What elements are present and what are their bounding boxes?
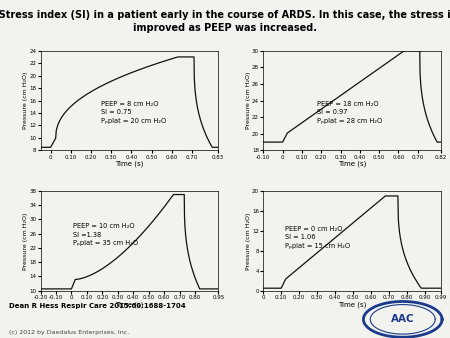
Text: PEEP = 0 cm H₂O
SI = 1.06
Pₚplat = 15 cm H₂O: PEEP = 0 cm H₂O SI = 1.06 Pₚplat = 15 cm… (285, 226, 350, 249)
Y-axis label: Pressure (cm H₂O): Pressure (cm H₂O) (246, 72, 251, 129)
Text: (c) 2012 by Daedalus Enterprises, Inc.: (c) 2012 by Daedalus Enterprises, Inc. (9, 330, 129, 335)
Y-axis label: Pressure (cm H₂O): Pressure (cm H₂O) (23, 72, 28, 129)
Text: Top: Stress index (SI) in a patient early in the course of ARDS. In this case, t: Top: Stress index (SI) in a patient earl… (0, 10, 450, 33)
Text: PEEP = 8 cm H₂O
SI = 0.75
Pₚplat = 20 cm H₂O: PEEP = 8 cm H₂O SI = 0.75 Pₚplat = 20 cm… (101, 101, 166, 124)
Y-axis label: Pressure (cm H₂O): Pressure (cm H₂O) (246, 212, 251, 269)
Text: Dean R Hess Respir Care 2015;60:1688-1704: Dean R Hess Respir Care 2015;60:1688-170… (9, 303, 186, 309)
Text: AAC: AAC (391, 314, 414, 324)
Y-axis label: Pressure (cm H₂O): Pressure (cm H₂O) (23, 212, 28, 269)
X-axis label: Time (s): Time (s) (115, 301, 144, 308)
Text: PEEP = 18 cm H₂O
SI = 0.97
Pₚplat = 28 cm H₂O: PEEP = 18 cm H₂O SI = 0.97 Pₚplat = 28 c… (317, 101, 382, 124)
X-axis label: Time (s): Time (s) (338, 161, 366, 167)
X-axis label: Time (s): Time (s) (115, 161, 144, 167)
X-axis label: Time (s): Time (s) (338, 301, 366, 308)
Text: PEEP = 10 cm H₂O
SI =1.38
Pₚplat = 35 cm H₂O: PEEP = 10 cm H₂O SI =1.38 Pₚplat = 35 cm… (73, 223, 138, 246)
